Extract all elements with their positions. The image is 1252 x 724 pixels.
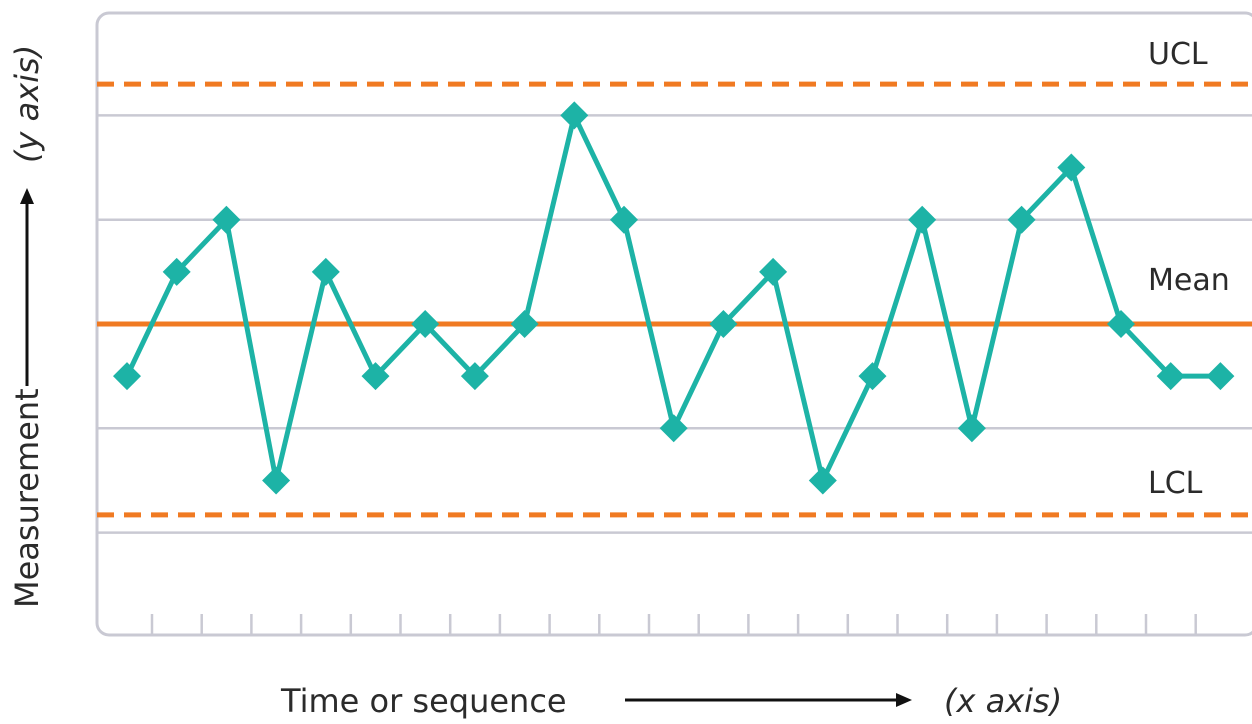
- data-point-marker: [1057, 153, 1086, 182]
- data-point-marker: [262, 466, 291, 495]
- x-axis-paren-text: x axis: [955, 682, 1049, 720]
- data-point-marker: [212, 205, 241, 234]
- control-lines: [97, 81, 1252, 518]
- measurement-series: [113, 101, 1235, 495]
- data-point-marker: [113, 362, 141, 391]
- x-axis-ticks: [150, 614, 1197, 634]
- y-axis-title: Measurement (y axis): [8, 45, 46, 608]
- lcl-label: LCL: [1148, 466, 1203, 501]
- data-point-marker: [411, 310, 440, 338]
- data-point-marker: [162, 257, 191, 286]
- x-axis-label: Time or sequence: [280, 682, 567, 720]
- data-point-marker: [610, 205, 638, 234]
- y-axis-arrow-head: [20, 188, 34, 204]
- data-point-marker: [361, 362, 390, 391]
- data-point-marker: [1007, 205, 1036, 234]
- data-point-marker: [957, 414, 986, 443]
- x-axis-paren-label: (x axis): [944, 682, 1062, 720]
- mean-label: Mean: [1148, 263, 1230, 298]
- data-point-marker: [1206, 362, 1235, 391]
- data-point-marker: [311, 257, 340, 286]
- data-point-marker: [908, 205, 937, 234]
- data-point-marker: [510, 310, 539, 338]
- ucl-label: UCL: [1148, 37, 1208, 72]
- data-point-marker: [709, 310, 738, 338]
- y-axis-paren-text: y axis: [8, 57, 46, 151]
- y-axis-paren-label: (y axis): [8, 45, 46, 163]
- x-axis-arrow-head: [896, 693, 912, 707]
- data-point-marker: [1107, 310, 1135, 338]
- data-point-marker: [1156, 362, 1185, 391]
- data-point-marker: [560, 101, 589, 130]
- data-point-marker: [659, 414, 688, 443]
- y-axis-label: Measurement: [8, 388, 46, 608]
- data-point-marker: [460, 362, 489, 391]
- data-point-marker: [759, 257, 788, 286]
- data-point-marker: [858, 362, 887, 391]
- data-point-marker: [808, 466, 837, 495]
